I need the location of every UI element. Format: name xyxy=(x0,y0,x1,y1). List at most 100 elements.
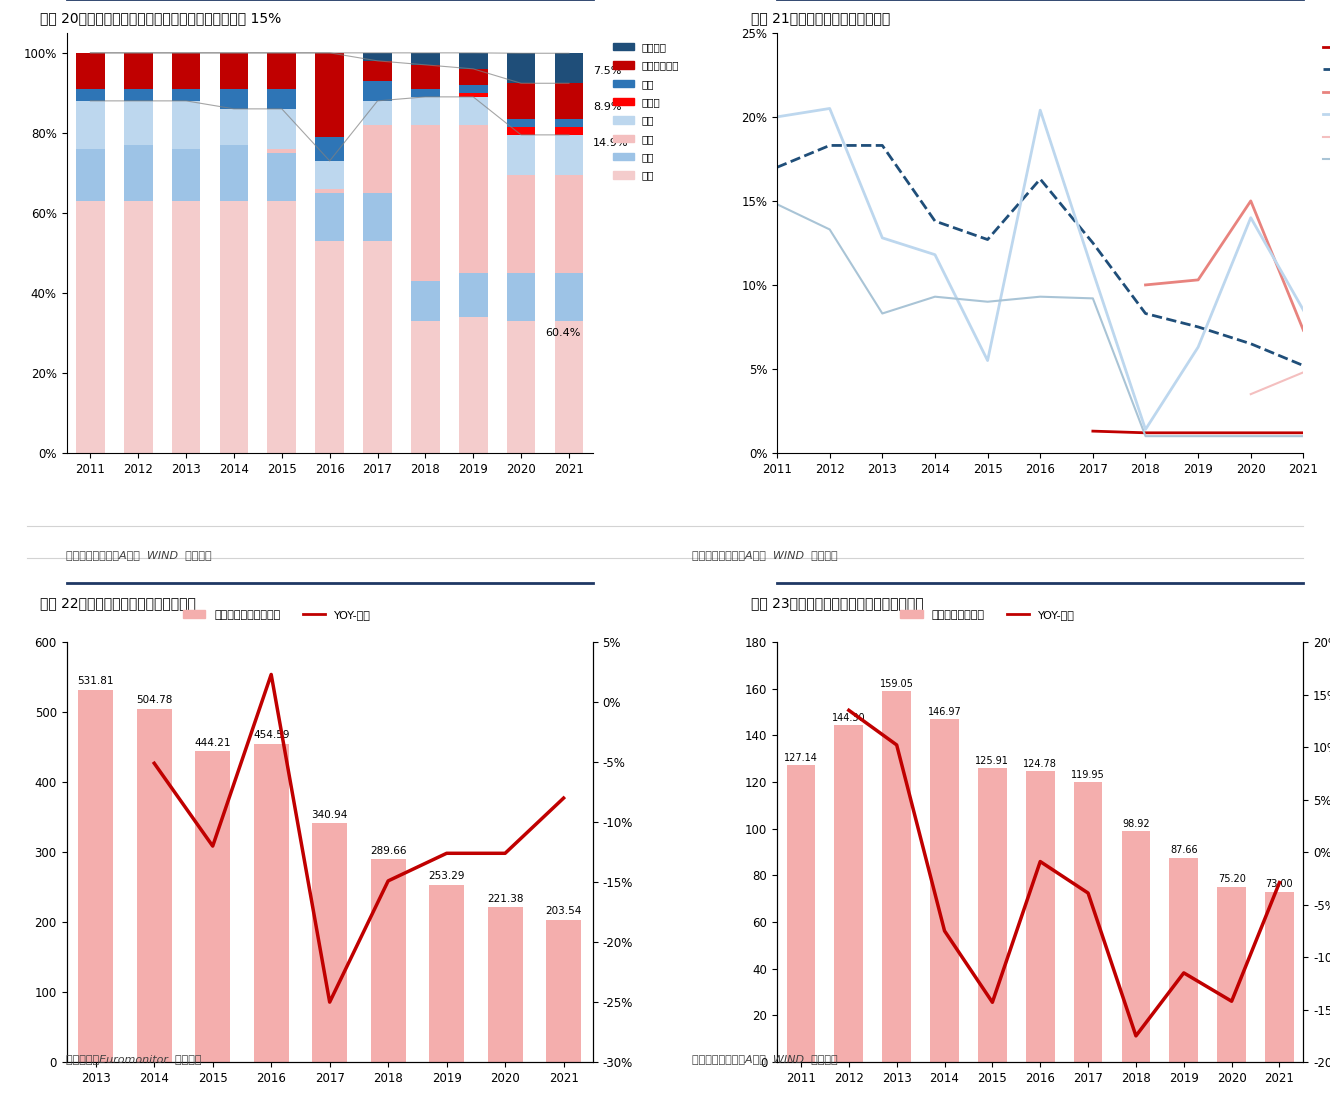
白电 xyxy=(1032,104,1048,117)
Bar xyxy=(459,273,488,316)
Bar xyxy=(555,127,584,135)
Bar xyxy=(507,54,536,83)
Bar xyxy=(363,61,392,81)
Text: 159.05: 159.05 xyxy=(879,679,914,689)
Text: 图表 22：康佳电视国内销量与同比增速: 图表 22：康佳电视国内销量与同比增速 xyxy=(40,597,196,610)
Bar xyxy=(411,281,440,321)
Text: 146.97: 146.97 xyxy=(927,706,962,717)
Bar xyxy=(555,83,584,119)
Text: 124.78: 124.78 xyxy=(1023,759,1057,769)
彩电 xyxy=(874,139,890,152)
Bar xyxy=(507,119,536,127)
Text: 73.00: 73.00 xyxy=(1266,879,1293,889)
Bar xyxy=(363,193,392,241)
Text: 119.95: 119.95 xyxy=(1071,770,1105,780)
半导体 xyxy=(1242,388,1258,401)
Bar xyxy=(172,53,201,89)
Bar xyxy=(507,127,536,135)
Bar xyxy=(555,321,584,453)
Bar xyxy=(363,53,392,61)
Bar xyxy=(124,200,153,453)
彩电 xyxy=(769,161,785,174)
手机 xyxy=(1032,290,1048,303)
Bar xyxy=(507,135,536,175)
Text: 504.78: 504.78 xyxy=(136,695,173,705)
Bar xyxy=(315,193,344,241)
白电 xyxy=(769,111,785,124)
Bar xyxy=(1025,771,1055,1062)
手机 xyxy=(1137,429,1153,442)
彩电 xyxy=(1190,321,1206,334)
Text: 125.91: 125.91 xyxy=(975,756,1009,765)
Line: 彩电: 彩电 xyxy=(777,146,1303,366)
Bar xyxy=(267,149,297,153)
Bar xyxy=(363,125,392,193)
Bar xyxy=(459,96,488,125)
Bar xyxy=(459,125,488,273)
Bar xyxy=(555,54,584,83)
Bar xyxy=(76,149,105,200)
Bar xyxy=(882,691,911,1062)
Bar xyxy=(488,907,523,1062)
环保 xyxy=(1137,278,1153,291)
Line: 手机: 手机 xyxy=(777,205,1303,436)
Bar xyxy=(930,719,959,1062)
Bar xyxy=(371,860,406,1062)
手机 xyxy=(927,290,943,303)
白电 xyxy=(927,249,943,262)
Line: 工贸: 工贸 xyxy=(1093,431,1303,433)
Bar xyxy=(172,101,201,149)
Bar xyxy=(172,89,201,101)
环保 xyxy=(1295,324,1311,337)
Bar xyxy=(219,145,249,200)
白电 xyxy=(980,354,996,367)
Text: 资料来源：深康佳A公告  WIND  中信建投: 资料来源：深康佳A公告 WIND 中信建投 xyxy=(66,551,211,561)
工贸 xyxy=(1295,426,1311,439)
Text: 253.29: 253.29 xyxy=(428,872,465,881)
白电 xyxy=(1242,211,1258,224)
工贸 xyxy=(1137,426,1153,439)
Bar xyxy=(315,53,344,137)
Text: 资料来源：深康佳A公告  WIND  中信建投: 资料来源：深康佳A公告 WIND 中信建投 xyxy=(692,1054,837,1064)
手机 xyxy=(822,223,838,237)
Legend: 其他业务, 其他主营业务, 手机, 半导体, 白电, 环保, 彩电, 工贸: 其他业务, 其他主营业务, 手机, 半导体, 白电, 环保, 彩电, 工贸 xyxy=(609,38,684,185)
Bar xyxy=(76,200,105,453)
Bar xyxy=(411,125,440,281)
Bar xyxy=(219,108,249,145)
Line: 半导体: 半导体 xyxy=(1250,372,1303,394)
Text: 图表 20：康佳营业收入构成，自有品牌电视占比不足 15%: 图表 20：康佳营业收入构成，自有品牌电视占比不足 15% xyxy=(40,11,282,25)
Line: 环保: 环保 xyxy=(1145,200,1303,331)
白电 xyxy=(822,102,838,115)
环保 xyxy=(1190,274,1206,287)
手机 xyxy=(1242,429,1258,442)
Bar xyxy=(124,101,153,145)
Text: 资料来源：Euromonitor  中信建投: 资料来源：Euromonitor 中信建投 xyxy=(66,1054,202,1064)
Bar xyxy=(172,149,201,200)
Bar xyxy=(124,89,153,101)
Bar xyxy=(315,137,344,161)
Bar xyxy=(430,885,464,1062)
Text: 203.54: 203.54 xyxy=(545,907,581,917)
Bar xyxy=(172,200,201,453)
Bar xyxy=(1265,891,1294,1062)
Bar xyxy=(363,241,392,453)
Bar xyxy=(315,189,344,193)
Legend: 工贸, 彩电, 环保, 白电, 半导体, 手机: 工贸, 彩电, 环保, 白电, 半导体, 手机 xyxy=(1319,38,1330,169)
彩电 xyxy=(1295,359,1311,372)
Bar xyxy=(459,69,488,85)
Bar xyxy=(507,83,536,119)
Text: 444.21: 444.21 xyxy=(194,738,231,748)
白电 xyxy=(874,231,890,244)
Bar xyxy=(507,175,536,273)
彩电 xyxy=(1242,337,1258,350)
Text: 340.94: 340.94 xyxy=(311,810,348,820)
白电 xyxy=(1295,303,1311,316)
手机 xyxy=(1190,429,1206,442)
Bar xyxy=(411,53,440,65)
Bar xyxy=(313,823,347,1062)
环保 xyxy=(1242,194,1258,207)
Text: 144.30: 144.30 xyxy=(833,713,866,723)
Bar xyxy=(411,96,440,125)
Bar xyxy=(219,200,249,453)
Bar xyxy=(124,53,153,89)
